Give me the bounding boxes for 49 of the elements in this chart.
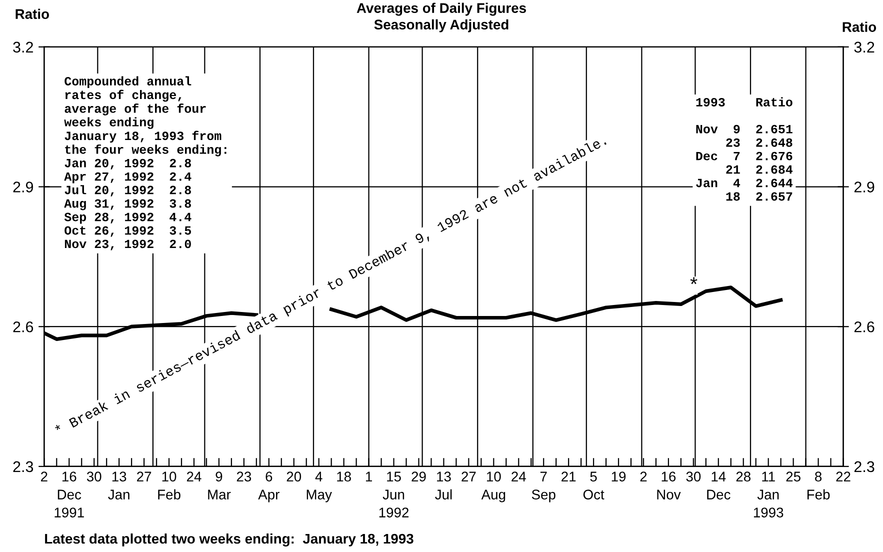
x-tick-label: 5 Oct [583, 472, 604, 500]
chart-title: Averages of Daily Figures [356, 2, 526, 16]
x-tick-label: 16 Nov [657, 472, 681, 500]
x-tick-label: 11 Jan 1993 [754, 472, 784, 518]
x-tick-label: 24 [512, 472, 526, 482]
x-tick-label: 21 [562, 472, 576, 482]
chart-subtitle: Seasonally Adjusted [374, 19, 508, 32]
y-tick-label: 2.3 [13, 461, 34, 472]
x-tick-label: 25 [786, 472, 800, 482]
y-tick-label: 2.9 [13, 182, 34, 192]
x-tick-label: 28 [736, 472, 750, 482]
x-tick-label: 10 Feb [158, 472, 180, 500]
x-tick-label: 29 [412, 472, 426, 482]
x-tick-label: 14 Dec [707, 472, 730, 500]
y-tick-label: 3.2 [13, 42, 33, 53]
x-tick-label: 13 Jul [435, 472, 452, 500]
x-tick-label: 6 Apr [258, 472, 280, 502]
x-tick-label: 23 [236, 472, 252, 482]
x-tick-label: 4 May [306, 472, 332, 502]
y-tick-label: 2.6 [13, 321, 34, 332]
x-tick-label: 30 [86, 472, 102, 482]
x-tick-label: 27 [462, 472, 476, 482]
x-tick-label: 2 [640, 472, 647, 482]
y-axis-title: Ratio [16, 8, 49, 20]
x-tick-label: 18 [337, 472, 351, 482]
x-tick-label: 24 [186, 472, 202, 482]
x-tick-label: 20 [286, 472, 302, 482]
x-tick-label: 27 [137, 472, 152, 482]
y2-tick-label: 2.6 [854, 321, 874, 332]
x-tick-label: 7 Sep [532, 472, 556, 502]
x-tick-label: 10 Aug [481, 472, 506, 502]
x-tick-label: 15 Jun 1992 [379, 472, 409, 518]
y2-tick-label: 2.3 [854, 461, 874, 472]
x-tick-label: 16 Dec 1991 [54, 472, 84, 518]
y2-axis-title: Ratio [842, 22, 876, 32]
x-tick-label: 1 [366, 472, 372, 482]
x-tick-label: 22 [836, 472, 850, 482]
y2-tick-label: 2.9 [854, 182, 874, 192]
text: 1993 Ratio Nov 9 2.651 23 2.648 Dec 7 2.676 21 2.684 Jan 4 2.644 18 2.657 [696, 97, 793, 201]
x-tick-label: 8 Feb [807, 472, 830, 500]
x-tick-label: 19 [612, 472, 626, 482]
x-tick-label: 30 [686, 472, 701, 482]
y2-tick-label: 3.2 [854, 42, 874, 53]
x-tick-label: 2 [40, 472, 48, 482]
text: Compounded annual rates of change, average of the four weeks ending January 18, 1993 from the four weeks ending: Jan 20, 1992 2.8 Apr 27, 1992 2.4 Jul 20, 1992 2.8 Aug 31, 1992 3.8 Sep 28, 1992 4.4 Oct 26, 1992 3.5 Nov 23, 1992 2.0 [64, 76, 226, 250]
annotation: * [690, 277, 698, 284]
x-tick-label: 9 Mar [208, 472, 231, 500]
text: Latest data plotted two weeks ending: January 18, 1993 [45, 533, 414, 546]
x-tick-label: 13 Jan [108, 472, 130, 500]
